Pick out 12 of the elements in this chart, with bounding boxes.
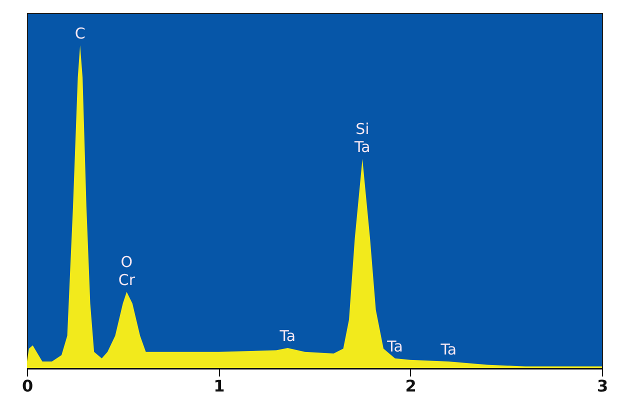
- x-tick-label: 2: [405, 376, 416, 396]
- x-tick-label: 3: [596, 376, 608, 396]
- annotation: Ta: [386, 337, 403, 356]
- x-tick-label: 0: [22, 376, 34, 396]
- x-tick-label: 1: [214, 376, 225, 396]
- annotation: Ta: [353, 138, 370, 156]
- annotation: O: [120, 252, 133, 271]
- annotation: C: [74, 24, 86, 42]
- annotation: Si: [356, 120, 370, 138]
- annotation: Cr: [118, 270, 136, 289]
- annotation: Ta: [440, 340, 457, 359]
- annotation: Ta: [278, 326, 296, 345]
